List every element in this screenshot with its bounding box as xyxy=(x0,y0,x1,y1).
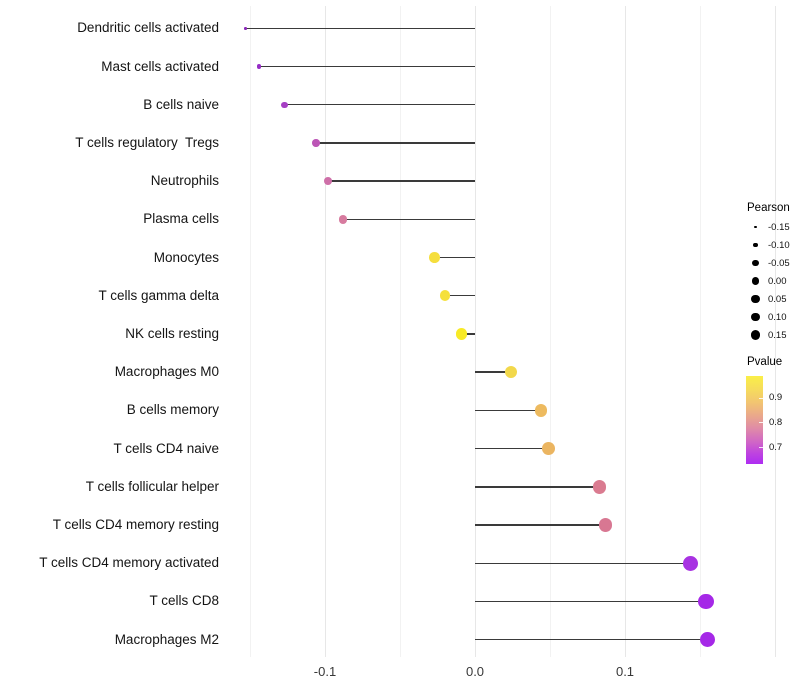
pearson-legend-dot xyxy=(751,312,760,322)
lollipop-dot xyxy=(698,593,714,610)
pvalue-tick-label: 0.8 xyxy=(769,416,783,428)
pearson-legend-dot xyxy=(750,330,761,340)
lollipop-stem xyxy=(328,180,475,182)
lollipop-stem xyxy=(475,447,549,450)
pearson-legend-label: -0.15 xyxy=(768,221,790,233)
pearson-legend-dot xyxy=(754,225,757,229)
pvalue-tick-label: 0.7 xyxy=(769,441,783,453)
lollipop-dot xyxy=(699,632,716,648)
pearson-legend-label: -0.05 xyxy=(768,257,790,269)
y-axis-label: T cells follicular helper xyxy=(85,478,219,494)
pearson-legend-label: 0.05 xyxy=(768,293,787,305)
lollipop-dot xyxy=(324,177,332,186)
y-axis-label: B cells naive xyxy=(143,96,219,112)
lollipop-dot xyxy=(542,442,555,455)
lollipop-stem xyxy=(259,65,475,68)
lollipop-stem xyxy=(475,600,706,603)
lollipop-stem xyxy=(475,371,511,373)
lollipop-dot xyxy=(455,328,468,340)
y-axis-label: T cells CD4 memory activated xyxy=(39,555,219,571)
lollipop-dot xyxy=(244,27,247,30)
lollipop-dot xyxy=(683,555,699,571)
pvalue-tickmark xyxy=(759,447,763,449)
lollipop-stem xyxy=(245,27,475,29)
lollipop-dot xyxy=(598,518,613,532)
y-axis-label: NK cells resting xyxy=(125,325,219,341)
y-axis-label: Plasma cells xyxy=(143,211,219,227)
pearson-legend-title: Pearson xyxy=(747,202,790,214)
pvalue-gradient-bar xyxy=(746,376,763,464)
x-major-gridline xyxy=(624,6,626,657)
y-axis-label: Neutrophils xyxy=(150,173,219,189)
lollipop-dot xyxy=(534,404,548,417)
lollipop-dot xyxy=(429,252,440,263)
pvalue-legend-title: Pvalue xyxy=(747,356,783,368)
lollipop-stem xyxy=(434,256,475,259)
y-axis-label: Dendritic cells activated xyxy=(77,20,219,36)
lollipop-stem xyxy=(343,218,475,221)
lollipop-dot xyxy=(312,139,320,147)
y-axis-label: B cells memory xyxy=(126,402,219,418)
y-axis-label: Monocytes xyxy=(153,249,219,265)
lollipop-stem xyxy=(475,486,600,488)
lollipop-dot xyxy=(256,64,262,69)
x-major-gridline xyxy=(324,6,326,657)
x-minor-gridline xyxy=(699,6,701,657)
x-tick-label: 0.0 xyxy=(465,664,485,679)
lollipop-stem xyxy=(445,295,475,297)
x-minor-gridline xyxy=(399,6,401,657)
x-minor-gridline xyxy=(249,6,251,657)
lollipop-stem xyxy=(475,524,606,526)
lollipop-stem xyxy=(461,333,475,335)
pvalue-tick-label: 0.9 xyxy=(769,392,783,404)
pearson-legend-label: -0.10 xyxy=(768,239,790,251)
pearson-legend-label: 0.15 xyxy=(768,329,787,341)
x-minor-gridline xyxy=(549,6,551,657)
y-axis-label: Macrophages M2 xyxy=(114,631,219,647)
pearson-legend-dot xyxy=(751,277,760,285)
x-tick-label: -0.1 xyxy=(313,664,337,679)
lollipop-dot xyxy=(504,366,518,379)
y-axis-label: Mast cells activated xyxy=(101,58,219,74)
y-axis-label: T cells gamma delta xyxy=(98,287,219,303)
y-axis-label: Macrophages M0 xyxy=(114,364,219,380)
lollipop-dot xyxy=(439,290,451,302)
lollipop-stem xyxy=(475,638,708,641)
x-tick-label: 0.1 xyxy=(615,664,635,679)
lollipop-stem xyxy=(475,562,691,564)
lollipop-stem xyxy=(316,142,475,144)
y-axis-label: T cells CD4 naive xyxy=(113,440,219,456)
pearson-legend-dot xyxy=(753,242,758,248)
lollipop-stem xyxy=(284,104,475,106)
lollipop-dot xyxy=(592,479,607,494)
pearson-legend-dot xyxy=(752,259,759,267)
pvalue-tickmark xyxy=(759,397,763,399)
y-axis-label: T cells regulatory Tregs xyxy=(75,134,219,150)
x-major-gridline xyxy=(474,6,476,657)
y-axis-label: T cells CD8 xyxy=(149,593,219,609)
pvalue-tickmark xyxy=(759,422,763,424)
pearson-legend-dot xyxy=(751,294,760,304)
x-major-gridline xyxy=(774,6,776,657)
y-axis-label: T cells CD4 memory resting xyxy=(52,517,219,533)
lollipop-dot xyxy=(338,215,348,224)
lollipop-dot xyxy=(281,101,288,108)
pearson-legend-label: 0.00 xyxy=(768,275,787,287)
lollipop-stem xyxy=(475,409,541,412)
pearson-legend-label: 0.10 xyxy=(768,311,787,323)
